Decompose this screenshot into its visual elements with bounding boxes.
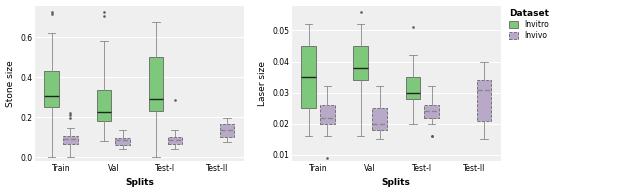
PathPatch shape: [353, 46, 368, 80]
PathPatch shape: [168, 137, 182, 144]
PathPatch shape: [63, 136, 78, 144]
PathPatch shape: [372, 108, 387, 130]
PathPatch shape: [301, 46, 316, 108]
Y-axis label: Laser size: Laser size: [257, 61, 267, 106]
PathPatch shape: [115, 138, 130, 145]
X-axis label: Splits: Splits: [125, 179, 154, 187]
Legend: Invitro, Invivo: Invitro, Invivo: [506, 6, 551, 42]
PathPatch shape: [220, 124, 234, 137]
PathPatch shape: [44, 71, 59, 107]
X-axis label: Splits: Splits: [382, 179, 411, 187]
PathPatch shape: [406, 77, 420, 99]
PathPatch shape: [424, 105, 439, 118]
Y-axis label: Stone size: Stone size: [6, 60, 15, 107]
PathPatch shape: [97, 90, 111, 121]
PathPatch shape: [477, 80, 491, 121]
PathPatch shape: [320, 105, 335, 124]
PathPatch shape: [148, 57, 163, 111]
